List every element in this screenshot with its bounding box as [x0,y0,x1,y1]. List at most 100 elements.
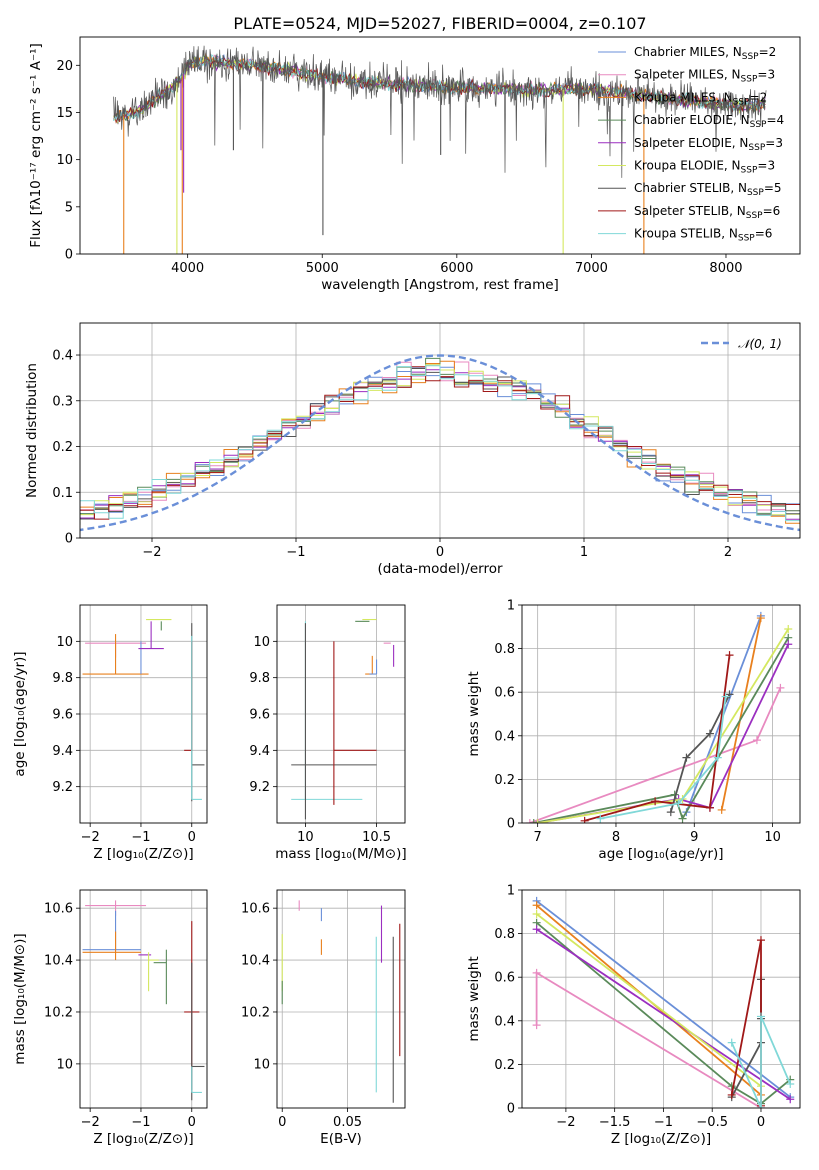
legend-entry: Chabrier STELIB, NSSP=5 [598,181,782,198]
x-tick-label: −2 [556,1115,575,1130]
errorbar-point [191,1066,202,1093]
legend-label: Chabrier MILES, NSSP=2 [634,45,776,62]
weight-line [536,922,791,1105]
model-line [113,54,766,122]
weight-marker [727,1090,736,1099]
weight-marker [674,799,683,808]
weight-marker [532,925,541,934]
legend-label-sub: SSP [741,166,758,176]
axes-frame [79,322,801,539]
x-tick-label: 8 [612,830,620,845]
y-tick-label: 9.6 [249,708,270,723]
weight-marker [596,814,605,823]
weight-line [600,696,727,820]
y-tick-label: 9.4 [52,744,73,759]
errorbar-point [369,659,378,675]
age-weight-axes: 7 8 9 10 0 0.2 0.4 0.6 0.8 1 age [log₁₀(age/yr)] ma… [466,599,801,862]
normal-curve [80,354,800,532]
axes-frame [521,889,801,1109]
weight-marker [756,1012,765,1021]
axes-frame [521,604,801,824]
legend-entry: Kroupa MILES, NSSP=2 [598,90,767,107]
x-tick-label: 8000 [709,261,742,276]
y-tick-label: 10 [56,1057,73,1072]
axes-frame [79,604,208,824]
y-tick-label: 9.8 [52,671,73,686]
legend-label-main: Salpeter ELODIE, N [634,136,748,150]
ebv-mass-axes: 0 0.05 10 10.2 10.4 10.6 E(B-V) [241,889,406,1147]
Z-weight-marks [532,896,795,1108]
legend-label-main: Chabrier MILES, N [634,45,742,59]
weight-marker [532,968,541,977]
weight-line [537,628,790,823]
axes-frame [79,36,801,255]
x-axis-label: age [log₁₀(age/yr)] [598,846,723,862]
weight-marker [532,901,541,910]
legend-entry: Chabrier MILES, NSSP=2 [598,45,776,62]
x-axis-label: Z [log₁₀(Z/Z⊙)] [93,846,193,862]
errorbar-point [333,641,377,805]
legend-label-suffix: =3 [765,136,783,150]
weight-marker [532,1021,541,1030]
y-tick-label: 10 [253,1057,270,1072]
y-tick-label: 9.6 [52,708,73,723]
y-tick-label: 0.1 [52,486,73,501]
weight-marker [533,819,542,823]
x-tick-label: 6000 [440,261,473,276]
x-tick-label: 9 [690,830,698,845]
x-tick-label: 4000 [171,261,204,276]
legend-label-main: Kroupa MILES, N [634,90,733,104]
weight-line [536,913,762,1087]
weight-marker [727,1038,736,1047]
x-tick-label: 10.5 [362,830,391,845]
x-tick-label: −1.5 [599,1115,631,1130]
age-weight-marks [525,611,793,823]
legend-label: Chabrier ELODIE, NSSP=4 [634,113,784,130]
y-tick-label: 20 [56,59,73,74]
observed-spectrum-line [113,45,767,178]
weight-marker [786,1080,795,1089]
legend-label-sub: SSP [733,97,750,107]
residuals-marks [80,354,800,532]
legend-label-main: Kroupa STELIB, N [634,227,738,241]
y-tick-label: 9.4 [249,744,270,759]
y-tick-label: 0.2 [494,773,515,788]
y-tick-label: 10.4 [241,954,270,969]
legend-label-suffix: =6 [755,227,773,241]
weight-marker [756,614,765,623]
legend-label-sub: SSP [738,234,755,244]
y-tick-label: 10 [56,635,73,650]
legend-label-sub: SSP [747,188,764,198]
legend-label: 𝒩(0, 1) [738,337,782,351]
axes-frame [276,604,406,824]
weight-line [536,928,791,1101]
ebv-mass-marks [281,900,401,1103]
y-tick-label: 10.6 [44,902,73,917]
weight-marker [580,816,589,823]
legend-label-suffix: =6 [763,204,781,218]
weight-marker [752,736,761,745]
legend-entry: Kroupa STELIB, NSSP=6 [598,227,772,244]
Z-mass-marks [82,900,205,1101]
y-tick-label: 1 [507,599,515,614]
x-tick-label: 7 [534,830,542,845]
x-tick-label: 0 [278,1115,286,1130]
weight-line [584,654,731,822]
y-tick-label: 15 [56,106,73,121]
weight-marker [784,640,793,649]
y-tick-label: 1 [507,884,515,899]
legend-label-sub: SSP [750,120,767,130]
Z-age-marks [82,618,205,802]
weight-marker [756,1104,765,1108]
y-tick-label: 10.4 [44,954,73,969]
legend-label-suffix: =2 [759,45,777,59]
weight-line [720,617,762,811]
x-tick-label: −1 [131,1115,150,1130]
weight-marker [525,819,534,823]
weight-marker [727,1082,736,1091]
x-tick-label: 7000 [575,261,608,276]
residual-histogram [80,365,800,522]
weight-marker [682,753,691,762]
legend-label-main: Kroupa ELODIE, N [634,159,741,173]
